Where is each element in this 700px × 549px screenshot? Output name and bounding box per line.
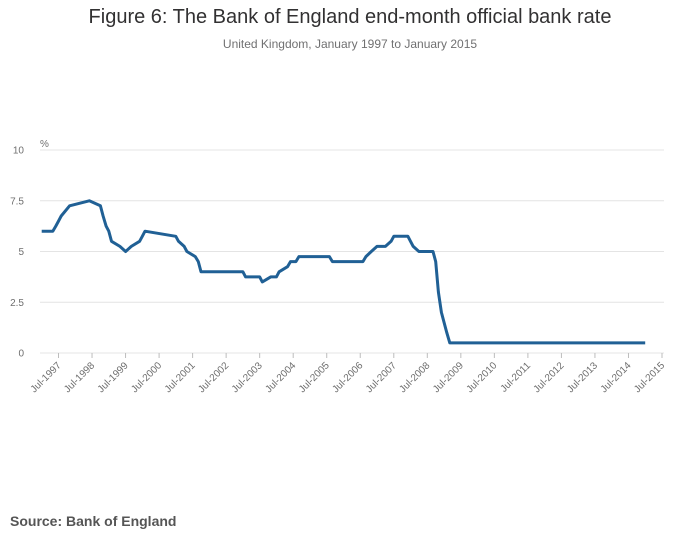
- y-tick-label: 0: [18, 349, 24, 360]
- x-tick-label: Jul-1998: [62, 360, 97, 395]
- x-tick-label: Jul-2007: [364, 360, 399, 395]
- x-tick-label: Jul-2008: [398, 360, 433, 395]
- gridlines: [40, 149, 664, 354]
- x-tick-label: Jul-2000: [129, 360, 164, 395]
- y-tick-label: 10: [13, 146, 25, 157]
- y-tick-label: 7.5: [10, 196, 24, 207]
- x-tick-label: Jul-2010: [465, 360, 500, 395]
- x-tick-label: Jul-2004: [263, 360, 298, 395]
- x-tick-label: Jul-2014: [599, 360, 634, 395]
- x-tick-label: Jul-2006: [330, 360, 365, 395]
- series-line-bank-rate: [41, 199, 646, 345]
- x-tick-label: Jul-2015: [632, 360, 667, 395]
- y-tick-label: 5: [18, 247, 24, 258]
- x-tick-label: Jul-1997: [29, 360, 64, 395]
- x-tick-label: Jul-2013: [565, 360, 600, 395]
- chart-title: Figure 6: The Bank of England end-month …: [88, 6, 612, 28]
- x-tick-label: Jul-2003: [230, 360, 265, 395]
- y-tick-label: 2.5: [10, 298, 24, 309]
- series-layer: [41, 199, 646, 345]
- x-tick-label: Jul-2001: [163, 360, 198, 395]
- chart-subtitle: United Kingdom, January 1997 to January …: [222, 37, 478, 51]
- x-tick-label: Jul-2012: [532, 360, 567, 395]
- x-tick-label: Jul-1999: [96, 360, 131, 395]
- y-axis-unit-label: %: [40, 139, 49, 150]
- x-tick-label: Jul-2009: [431, 360, 466, 395]
- source-note: Source: Bank of England: [10, 513, 177, 529]
- x-axis: Jul-1997Jul-1998Jul-1999Jul-2000Jul-2001…: [29, 353, 667, 395]
- x-tick-label: Jul-2005: [297, 360, 332, 395]
- x-tick-label: Jul-2011: [499, 360, 534, 395]
- x-tick-label: Jul-2002: [196, 360, 231, 395]
- y-axis: 0 2.5 5 7.5 10: [10, 146, 24, 360]
